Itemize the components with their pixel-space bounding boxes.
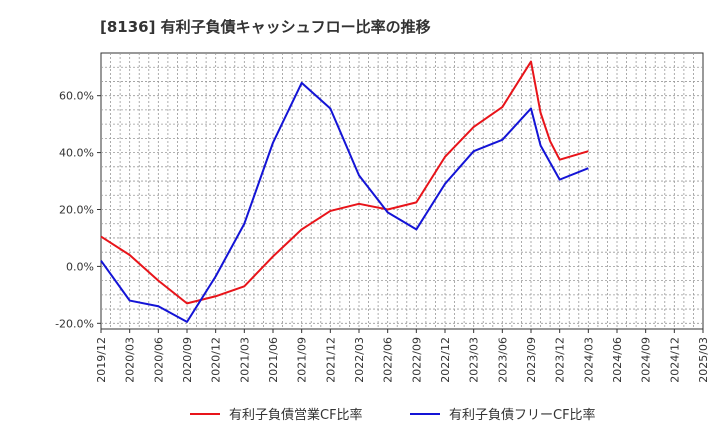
x-tick-label: 2024/09 <box>640 337 653 383</box>
y-tick-label: 40.0% <box>59 147 94 160</box>
x-tick-label: 2024/06 <box>611 337 624 383</box>
x-tick-label: 2020/03 <box>124 337 137 383</box>
x-tick-label: 2023/03 <box>468 337 481 383</box>
x-tick-label: 2022/12 <box>439 337 452 383</box>
x-tick-label: 2020/12 <box>210 337 223 383</box>
legend-label-2: 有利子負債フリーCF比率 <box>449 407 596 423</box>
x-tick-label: 2020/06 <box>152 337 165 383</box>
x-tick-label: 2021/06 <box>267 337 280 383</box>
x-tick-label: 2022/09 <box>410 337 423 383</box>
legend-label-1: 有利子負債営業CF比率 <box>229 407 363 423</box>
x-axis: 2019/12 2020/03 2020/06 2020/09 2020/12 2021/… <box>95 329 710 383</box>
x-tick-label: 2023/12 <box>554 337 567 383</box>
y-axis: -20.0% 0.0% 20.0% 40.0% 60.0% <box>55 90 101 330</box>
series-line-2 <box>100 81 589 323</box>
x-tick-label: 2020/09 <box>181 337 194 383</box>
y-tick-label: 60.0% <box>59 90 94 103</box>
y-tick-label: -20.0% <box>55 317 94 330</box>
x-tick-label: 2021/03 <box>238 337 251 383</box>
chart-title: [8136] 有利子負債キャッシュフロー比率の推移 <box>100 18 431 36</box>
x-tick-label: 2024/12 <box>668 337 681 383</box>
plot-area <box>100 52 704 330</box>
x-tick-label: 2021/09 <box>296 337 309 383</box>
grid <box>101 53 703 329</box>
x-tick-label: 2024/03 <box>582 337 595 383</box>
legend: 有利子負債営業CF比率 有利子負債フリーCF比率 <box>190 407 596 423</box>
x-tick-label: 2019/12 <box>95 337 108 383</box>
x-tick-label: 2023/06 <box>496 337 509 383</box>
series-line-1 <box>100 60 589 305</box>
x-tick-label: 2025/03 <box>697 337 710 383</box>
x-tick-label: 2022/06 <box>382 337 395 383</box>
series-lines <box>100 60 589 323</box>
x-tick-label: 2022/03 <box>353 337 366 383</box>
y-tick-label: 0.0% <box>66 260 94 273</box>
x-tick-label: 2021/12 <box>324 337 337 383</box>
x-tick-label: 2023/09 <box>525 337 538 383</box>
y-tick-label: 20.0% <box>59 203 94 216</box>
